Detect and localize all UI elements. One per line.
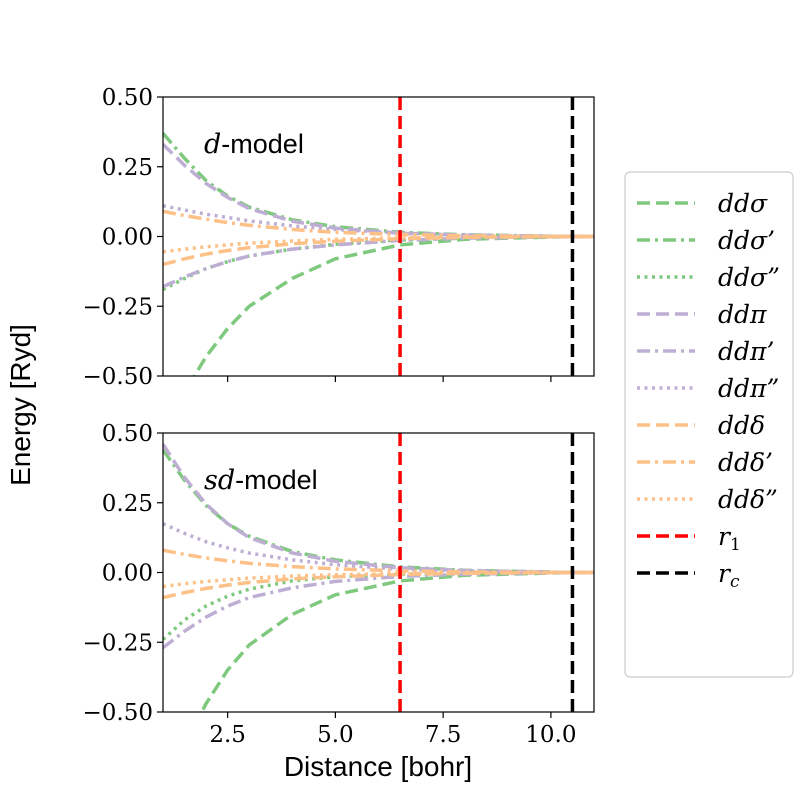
series-dddelta-double-prime-bottom [163,570,594,589]
legend-label-ddsigma-double-prime: ddσ” [718,263,780,292]
panel-label-text: -model [235,465,318,495]
y-tick-label: 0.25 [102,155,153,181]
x-tick-label: 5.0 [317,722,354,748]
panel-label-italic: sd [204,465,235,496]
y-tick-label: 0.50 [102,85,153,111]
legend-label-ddpi: ddπ [718,300,767,329]
panel-label-d-model: d-model [204,129,304,160]
y-tick-label: 0.25 [102,491,153,517]
series-ddpi-prime-bottom [163,570,594,650]
series-dddelta-double-prime-top [163,234,594,254]
y-tick-label: 0.50 [102,421,153,447]
legend-label-dddelta-double-prime: ddδ” [718,485,778,514]
x-tick-label: 2.5 [209,722,246,748]
legend-label-ddpi-prime: ddπ’ [718,337,774,366]
panel-label-text: -model [221,129,304,159]
legend-label-ddsigma-prime: ddσ’ [718,226,775,255]
panel-d-model: 0.50 0.25 0.00 −0.25 −0.50 d-model [83,85,595,390]
y-tick-label: −0.50 [83,364,153,390]
x-tick-label: 10.0 [525,722,576,748]
y-tick-label: 0.00 [102,561,153,587]
legend-label-dddelta: ddδ [718,411,765,440]
panel-label-italic: d [204,129,221,160]
series-ddpi-double-prime-bottom [163,522,594,575]
legend-label-dddelta-prime: ddδ’ [718,448,773,477]
y-axis-title: Energy [Ryd] [5,324,36,486]
legend-label-ddsigma: ddσ [718,189,768,218]
legend-label-ddpi-double-prime: ddπ” [718,374,779,403]
panel-label-sd-model: sd-model [204,465,318,496]
y-tick-label: −0.25 [83,294,153,320]
y-tick-label: −0.50 [83,700,153,726]
panel-sd-model: 0.50 0.25 0.00 −0.25 −0.50 2.5 5.0 7.5 10.0 sd-… [83,421,595,748]
x-tick-label: 7.5 [425,722,462,748]
y-tick-label: −0.25 [83,630,153,656]
y-tick-label: 0.00 [102,225,153,251]
x-axis-title: Distance [bohr] [284,751,472,782]
legend-frame [624,171,794,678]
